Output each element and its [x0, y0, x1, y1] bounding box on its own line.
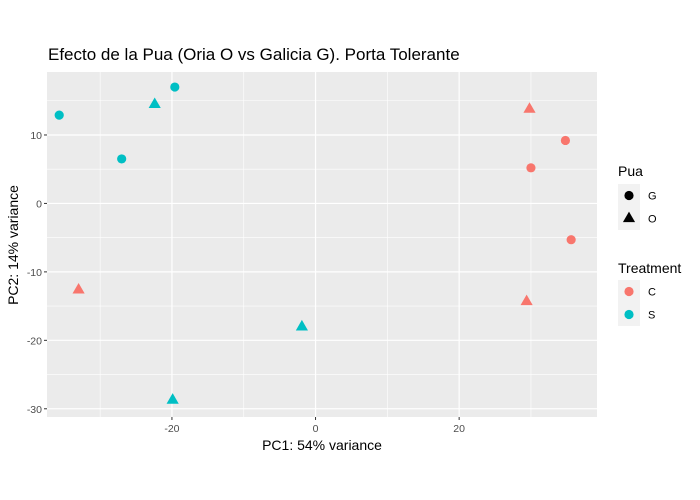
data-points — [54, 82, 576, 404]
x-tick-label: -20 — [164, 423, 179, 435]
point-g-c — [526, 163, 536, 173]
plot-panel — [47, 72, 597, 417]
x-axis-title: PC1: 54% variance — [262, 437, 382, 453]
legend-treatment-label: C — [648, 287, 656, 299]
point-o-c — [520, 294, 533, 306]
legend-pua-label: O — [648, 214, 657, 226]
axis-ticks: -20 0 20 -30 -20 -10 0 10 — [27, 130, 465, 435]
point-o-c — [72, 282, 85, 294]
legend-key-circle — [624, 190, 634, 201]
legend-pua-title: Pua — [618, 163, 643, 179]
legend-treatment: Treatment CS — [618, 260, 681, 326]
legend-key-color — [624, 309, 634, 320]
legend-treatment-title: Treatment — [618, 260, 681, 276]
y-tick-label: -10 — [27, 267, 42, 279]
point-g-s — [170, 82, 180, 92]
point-o-s — [166, 393, 179, 404]
point-g-c — [560, 135, 571, 146]
legend-pua-label: G — [648, 191, 657, 203]
point-o-s — [295, 319, 308, 331]
point-g-c — [566, 235, 576, 245]
y-axis-title: PC2: 14% variance — [5, 185, 21, 305]
y-tick-label: -30 — [27, 404, 42, 416]
grid-major — [47, 72, 597, 417]
point-g-s — [117, 154, 127, 164]
y-tick-label: 0 — [36, 198, 42, 210]
legend-key-triangle — [622, 211, 636, 223]
grid-minor — [47, 72, 597, 417]
point-o-s — [148, 97, 161, 109]
y-tick-label: -20 — [27, 335, 42, 347]
x-tick-label: 20 — [453, 423, 465, 435]
x-tick-label: 0 — [313, 423, 319, 435]
legend-key-color — [624, 286, 634, 297]
chart-title: Efecto de la Pua (Oria O vs Galicia G). … — [48, 45, 460, 64]
legend-pua: Pua GO — [618, 163, 657, 230]
y-tick-label: 10 — [30, 130, 42, 142]
point-o-c — [523, 102, 536, 113]
point-g-s — [54, 110, 64, 120]
legend-treatment-label: S — [648, 310, 655, 322]
